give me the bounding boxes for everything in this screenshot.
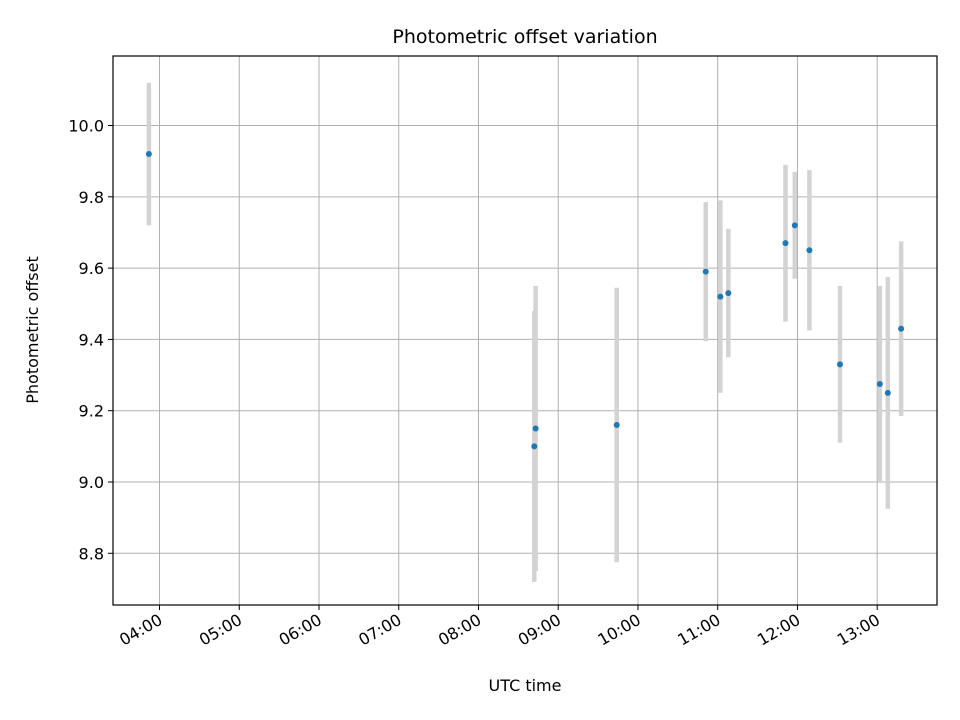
y-tick-label: 10.0: [68, 117, 104, 136]
chart-title: Photometric offset variation: [392, 26, 657, 48]
y-tick-label: 9.2: [79, 402, 104, 421]
data-point: [725, 290, 732, 297]
data-point: [836, 361, 843, 368]
y-axis-label: Photometric offset: [23, 256, 42, 404]
y-tick-label: 9.0: [79, 473, 104, 492]
data-point: [717, 293, 724, 300]
data-points: [145, 151, 905, 450]
y-tick-label: 9.6: [79, 259, 104, 278]
data-point: [806, 247, 813, 254]
data-point: [532, 425, 539, 432]
data-point: [898, 325, 905, 332]
grid: [113, 56, 937, 605]
y-tick-label: 9.8: [79, 188, 104, 207]
y-axis-ticks: 8.8 9.0 9.2 9.4 9.6 9.8 10.0: [68, 117, 113, 563]
data-point: [782, 240, 789, 247]
data-point: [613, 421, 620, 428]
data-point: [702, 268, 709, 275]
data-point: [791, 222, 798, 229]
data-point: [884, 389, 891, 396]
x-axis-label: UTC time: [489, 676, 562, 695]
data-point: [531, 443, 538, 450]
data-point: [145, 151, 152, 158]
y-tick-label: 8.8: [79, 544, 104, 563]
plot-frame: [112, 55, 938, 606]
y-tick-label: 9.4: [79, 330, 104, 349]
data-point: [876, 380, 883, 387]
